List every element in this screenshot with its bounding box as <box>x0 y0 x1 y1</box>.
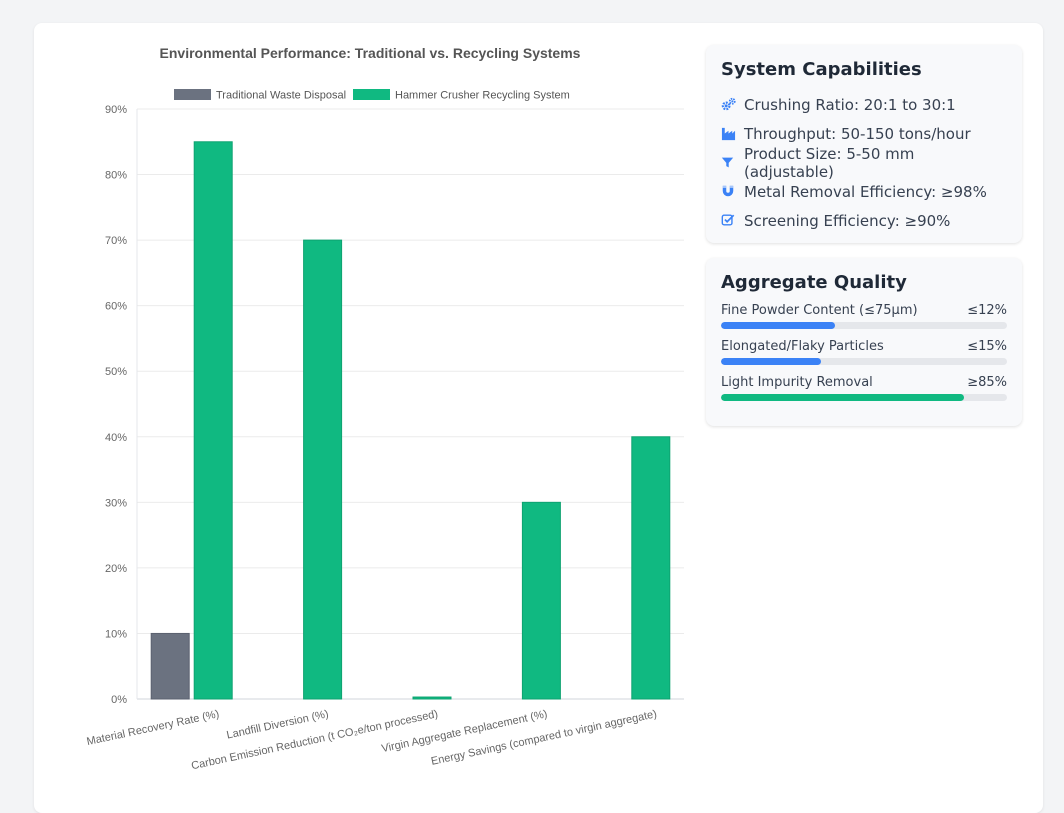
x-tick-label: Material Recovery Rate (%) <box>86 708 221 748</box>
progress-track <box>721 358 1007 365</box>
capability-item: Screening Efficiency: ≥90% <box>721 206 1007 235</box>
y-tick-label: 90% <box>105 104 127 116</box>
capabilities-list: Crushing Ratio: 20:1 to 30:1 Throughput: … <box>721 90 1007 235</box>
y-tick-label: 80% <box>105 170 127 182</box>
quality-value: ≥85% <box>967 375 1007 390</box>
capability-item: Crushing Ratio: 20:1 to 30:1 <box>721 90 1007 119</box>
progress-track <box>721 322 1007 329</box>
quality-list: Fine Powder Content (≤75μm) ≤12% Elongated… <box>721 303 1007 401</box>
quality-item: Light Impurity Removal ≥85% <box>721 375 1007 401</box>
progress-fill <box>721 358 822 365</box>
bar[interactable] <box>193 141 233 700</box>
capability-item: Product Size: 5-50 mm (adjustable) <box>721 145 1007 181</box>
quality-item: Elongated/Flaky Particles ≤15% <box>721 339 1007 365</box>
filter-icon <box>721 155 736 170</box>
chart-bars <box>150 141 671 700</box>
bar[interactable] <box>150 632 190 700</box>
magnet-icon <box>721 184 736 199</box>
bar[interactable] <box>303 239 343 700</box>
legend-label[interactable]: Traditional Waste Disposal <box>216 90 346 102</box>
legend-swatch[interactable] <box>174 89 211 100</box>
aggregate-quality-panel: Aggregate Quality Fine Powder Content (≤… <box>706 258 1022 426</box>
capability-label: Throughput: 50-150 tons/hour <box>744 124 971 143</box>
quality-label: Fine Powder Content (≤75μm) <box>721 303 918 318</box>
progress-fill <box>721 322 836 329</box>
progress-fill <box>721 394 965 401</box>
y-axis: 0% 10% 20% 30% 40% 50% 60% 70% 80% 90% <box>105 104 127 706</box>
bar[interactable] <box>631 436 671 700</box>
y-tick-label: 0% <box>111 694 127 706</box>
capability-label: Crushing Ratio: 20:1 to 30:1 <box>744 95 956 114</box>
bar[interactable] <box>412 696 452 700</box>
y-tick-label: 20% <box>105 563 127 575</box>
quality-row: Elongated/Flaky Particles ≤15% <box>721 339 1007 354</box>
cogs-icon <box>721 97 736 112</box>
quality-row: Light Impurity Removal ≥85% <box>721 375 1007 390</box>
progress-track <box>721 394 1007 401</box>
legend-label[interactable]: Hammer Crusher Recycling System <box>395 90 570 102</box>
quality-label: Elongated/Flaky Particles <box>721 339 884 354</box>
check-square-icon <box>721 213 736 228</box>
quality-label: Light Impurity Removal <box>721 375 873 390</box>
bar-chart: Environmental Performance: Traditional v… <box>86 45 684 772</box>
quality-title: Aggregate Quality <box>721 272 907 293</box>
system-capabilities-panel: System Capabilities Crushing Ratio: 20:1… <box>706 45 1022 243</box>
y-tick-label: 10% <box>105 628 127 640</box>
y-tick-label: 40% <box>105 432 127 444</box>
x-axis: Material Recovery Rate (%) Landfill Diver… <box>86 708 658 772</box>
quality-row: Fine Powder Content (≤75μm) ≤12% <box>721 303 1007 318</box>
quality-item: Fine Powder Content (≤75μm) ≤12% <box>721 303 1007 329</box>
capability-label: Product Size: 5-50 mm (adjustable) <box>744 144 915 181</box>
industry-icon <box>721 126 736 141</box>
chart-legend[interactable]: Traditional Waste Disposal Hammer Crusher… <box>174 89 570 102</box>
y-tick-label: 30% <box>105 497 127 509</box>
bar[interactable] <box>521 501 561 700</box>
legend-swatch[interactable] <box>353 89 390 100</box>
quality-value: ≤15% <box>967 339 1007 354</box>
y-tick-label: 50% <box>105 366 127 378</box>
capability-label: Screening Efficiency: ≥90% <box>744 211 951 230</box>
quality-value: ≤12% <box>967 303 1007 318</box>
y-tick-label: 70% <box>105 235 127 247</box>
capability-item: Metal Removal Efficiency: ≥98% <box>721 177 1007 206</box>
capabilities-title: System Capabilities <box>721 59 922 80</box>
y-tick-label: 60% <box>105 301 127 313</box>
capability-item: Throughput: 50-150 tons/hour <box>721 119 1007 148</box>
capability-label: Metal Removal Efficiency: ≥98% <box>744 182 987 201</box>
chart-title: Environmental Performance: Traditional v… <box>160 45 581 61</box>
